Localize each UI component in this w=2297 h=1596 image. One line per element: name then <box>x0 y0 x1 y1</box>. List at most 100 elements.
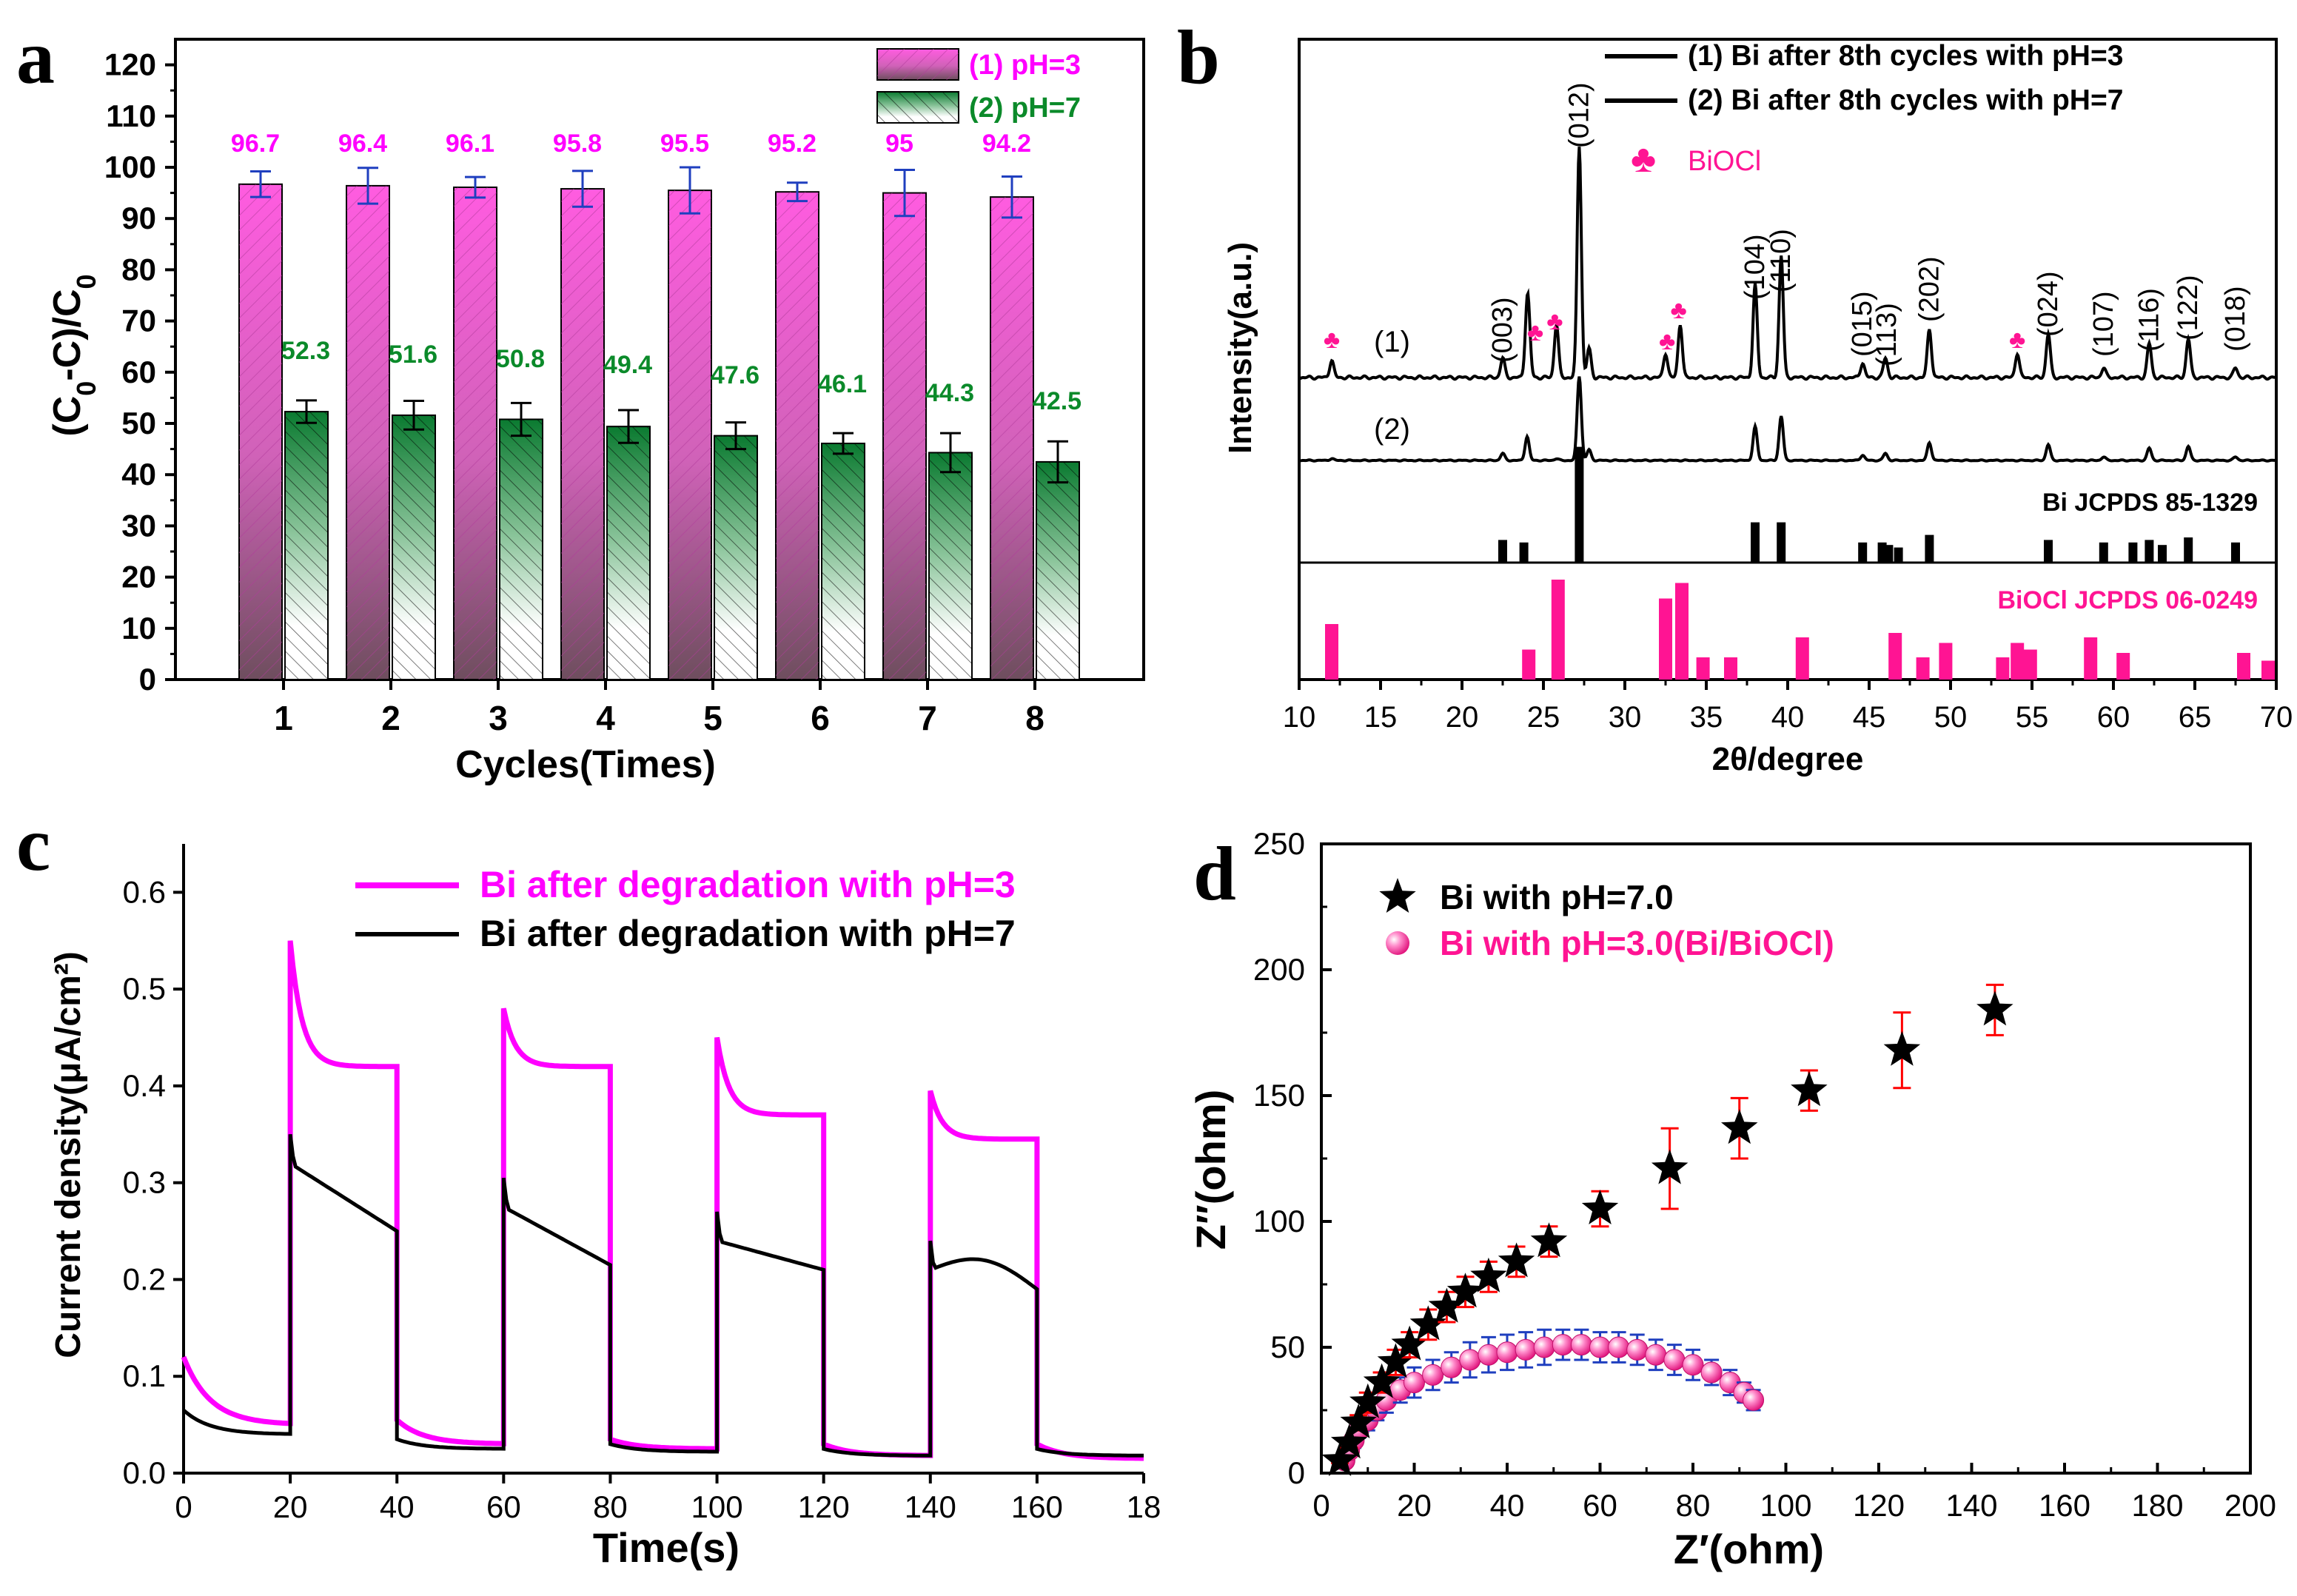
eis-point-ph7 <box>1330 1424 1368 1459</box>
y-tick-label: 200 <box>1253 952 1305 987</box>
y-tick-label: 0.3 <box>123 1165 166 1200</box>
data-label: 96.7 <box>231 130 280 158</box>
x-tick-label: 120 <box>1853 1488 1905 1523</box>
x-tick-label: 15 <box>1364 701 1398 734</box>
x-tick-label: 140 <box>905 1489 956 1524</box>
biocl-reference-stick <box>1795 637 1809 680</box>
x-tick-label: 25 <box>1527 701 1560 734</box>
y-tick-label: 10 <box>121 611 156 646</box>
x-tick-label: 55 <box>2016 701 2049 734</box>
bar-hatch <box>454 187 497 680</box>
bar-hatch <box>392 415 435 680</box>
eis-point-ph7 <box>1976 990 2013 1026</box>
biocl-reference-stick <box>1675 583 1689 680</box>
x-tick-label: 200 <box>2224 1488 2276 1523</box>
x-tick-label: 4 <box>596 699 615 737</box>
y-tick-label: 100 <box>104 150 156 184</box>
legend-label: (1) pH=3 <box>969 50 1081 81</box>
hkl-label: (015) <box>1847 291 1878 357</box>
eis-point-ph7 <box>1391 1325 1428 1361</box>
hkl-label: (202) <box>1914 256 1945 322</box>
eis-point-ph7 <box>1651 1149 1689 1184</box>
curve-label-2: (2) <box>1374 413 1410 446</box>
eis-point-ph3 <box>1422 1364 1444 1386</box>
panel-b-xrd-chart: 10 15 20 25 30 35 40 45 50 55 60 65 70 (1) (2) (003) (01… <box>1222 38 2293 777</box>
y-tick-label: 120 <box>104 47 156 82</box>
bi-reference-stick <box>1894 547 1903 563</box>
biocl-reference-stick <box>1551 580 1565 680</box>
biocl-reference-stick <box>1659 598 1672 680</box>
biocl-reference-stick <box>1996 657 2010 680</box>
x-tick-label: 0 <box>1312 1488 1329 1523</box>
bi-reference-stick <box>2231 542 2240 563</box>
bar-hatch <box>776 192 819 680</box>
biocl-reference-label: BiOCl JCPDS 06-0249 <box>1998 586 2259 614</box>
bar-hatch <box>822 443 865 680</box>
plot-frame <box>174 38 1145 681</box>
legend-label: (1) Bi after 8th cycles with pH=3 <box>1688 40 2123 72</box>
bi-reference-stick <box>1519 542 1529 563</box>
eis-point-ph7 <box>1321 1441 1358 1476</box>
eis-point-ph3 <box>1404 1372 1425 1394</box>
bi-reference-stick <box>2099 542 2108 563</box>
eis-point-ph7 <box>1409 1305 1447 1341</box>
y-axis-label: Intensity(a.u.) <box>1222 242 1258 454</box>
hkl-label: (110) <box>1765 229 1797 292</box>
y-tick-label: 0.1 <box>123 1358 166 1393</box>
bar-hatch <box>714 435 757 680</box>
legend-label: (2) pH=7 <box>969 93 1081 124</box>
x-tick-label: 2 <box>381 699 400 737</box>
hkl-label: (116) <box>2133 288 2164 352</box>
eis-point-ph7 <box>1349 1383 1386 1418</box>
bar-hatch <box>285 412 328 680</box>
x-axis-label: Time(s) <box>593 1524 740 1571</box>
eis-point-ph3 <box>1533 1336 1555 1358</box>
biocl-reference-stick <box>1939 643 1953 680</box>
x-tick-label: 120 <box>798 1489 850 1524</box>
legend-star-marker <box>1379 878 1416 913</box>
xrd-curve-2 <box>1298 376 2277 463</box>
y-axis-label: Current density(μA/cm²) <box>49 951 88 1358</box>
eis-point-ph3 <box>1441 1356 1463 1378</box>
biocl-marker: ♣ <box>1670 296 1686 324</box>
bar-hatch <box>239 184 282 680</box>
panel-d-eis-chart: 0 20 40 60 80 100 120 140 160 180 200 0 50 100 150 200 2… <box>1187 826 2276 1572</box>
panel-letter-a: a <box>16 15 55 100</box>
eis-point-ph3 <box>1663 1349 1686 1371</box>
eis-point-ph7 <box>1340 1404 1377 1438</box>
x-axis-label: Cycles(Times) <box>455 743 716 786</box>
data-label: 96.4 <box>338 130 387 158</box>
data-label: 95.8 <box>553 130 602 158</box>
x-tick-label: 35 <box>1690 701 1723 734</box>
y-tick-label: 0.4 <box>123 1068 166 1103</box>
x-tick-label: 20 <box>1397 1488 1432 1523</box>
y-tick-label: 110 <box>106 98 156 133</box>
eis-point-ph7 <box>1428 1287 1466 1323</box>
legend-label-ph3: Bi after degradation with pH=3 <box>480 864 1016 905</box>
eis-point-ph3 <box>1478 1344 1500 1366</box>
y-axis-label: (C0-C)/C0 <box>46 274 101 436</box>
data-label: 94.2 <box>982 130 1031 158</box>
y-tick-label: 70 <box>121 304 156 338</box>
bi-reference-stick <box>1884 545 1894 563</box>
x-tick-label: 10 <box>1283 701 1316 734</box>
x-tick-label: 60 <box>1583 1488 1617 1523</box>
eis-point-ph7 <box>1883 1030 1921 1066</box>
x-tick-label: 140 <box>1945 1488 1997 1523</box>
hkl-label: (122) <box>2173 275 2204 341</box>
x-tick-label: 45 <box>1853 701 1886 734</box>
photocurrent-line-ph7 <box>182 1133 1144 1458</box>
biocl-reference-stick <box>2261 660 2275 680</box>
biocl-marker: ♣ <box>1546 307 1563 335</box>
y-tick-label: 0 <box>139 662 156 697</box>
legend-label-ph3: Bi with pH=3.0(Bi/BiOCl) <box>1440 924 1834 962</box>
eis-point-ph7 <box>1581 1190 1619 1224</box>
biocl-marker: ♣ <box>1659 327 1675 355</box>
eis-point-ph3 <box>1700 1361 1723 1384</box>
eis-point-ph3 <box>1626 1338 1649 1361</box>
hkl-label: (003) <box>1487 297 1518 363</box>
eis-point-ph7 <box>1470 1257 1507 1292</box>
x-axis-label: Z′(ohm) <box>1674 1526 1824 1572</box>
data-label: 95 <box>885 130 913 158</box>
